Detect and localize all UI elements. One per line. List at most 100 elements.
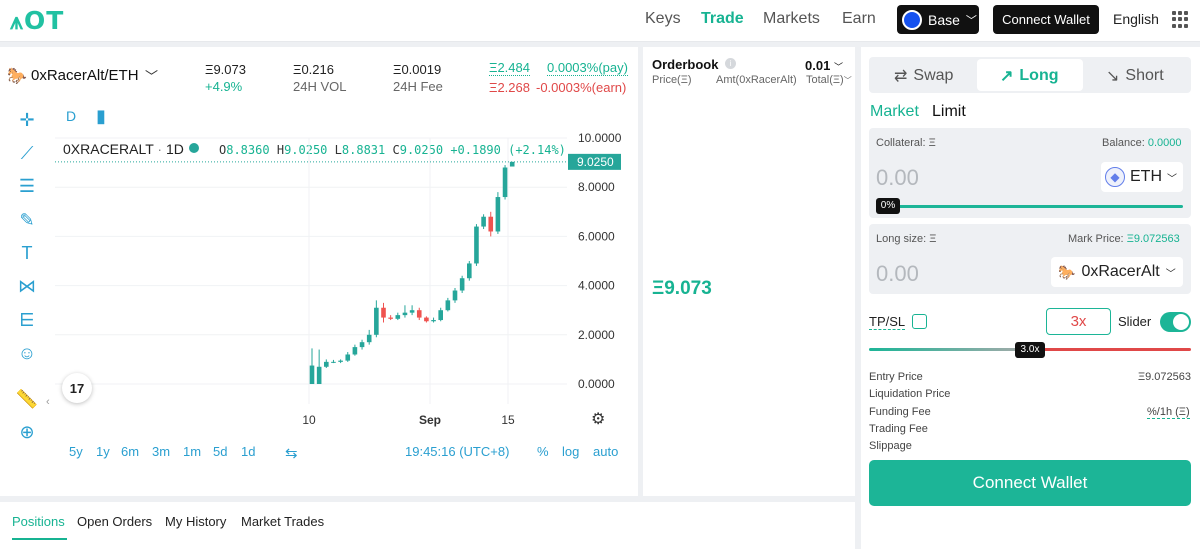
tab-my-history[interactable]: My History	[165, 514, 227, 529]
gear-icon[interactable]: ⚙	[591, 411, 605, 428]
brush-icon[interactable]: ✎	[19, 210, 35, 230]
collapse-arrow-icon[interactable]: ‹	[46, 396, 50, 408]
interval-button[interactable]: D	[66, 108, 77, 124]
tpsl-checkbox[interactable]	[912, 314, 927, 329]
toggle-knob	[1173, 314, 1189, 330]
tab-open-orders[interactable]: Open Orders	[77, 514, 153, 529]
fib-lines-icon[interactable]: ☰	[18, 176, 36, 196]
apps-grid-icon[interactable]	[1172, 11, 1189, 28]
range-1y[interactable]: 1y	[96, 444, 110, 459]
range-6m[interactable]: 6m	[121, 444, 140, 459]
ruler-icon[interactable]: 📏	[15, 389, 39, 409]
connect-wallet-main-button[interactable]: Connect Wallet	[869, 460, 1191, 506]
date-range-icon[interactable]: ⇆	[285, 445, 298, 462]
pair-selector[interactable]: 0xRacerAlt/ETH	[31, 67, 139, 84]
collateral-token-select[interactable]: ◆ ETH ﹀	[1101, 162, 1183, 192]
base-network-icon	[902, 9, 922, 30]
candle-body	[467, 263, 472, 279]
slider-toggle[interactable]	[1160, 312, 1191, 332]
range-1m[interactable]: 1m	[183, 444, 202, 459]
text-tool-icon[interactable]: T	[21, 243, 33, 263]
last-price-tag-bg	[568, 153, 621, 170]
tick-size-select[interactable]: 0.01 ﹀	[805, 58, 843, 73]
y-tick-label: 0.0000	[578, 377, 615, 391]
chevron-down-icon: ﹀	[965, 14, 977, 27]
collateral-pct-badge[interactable]: 0%	[876, 198, 900, 214]
language-select[interactable]: English	[1113, 11, 1159, 27]
long-size-input[interactable]: 0.00	[876, 261, 919, 286]
eth-icon: ◆	[1105, 167, 1125, 187]
leverage-input[interactable]: 3x	[1046, 308, 1111, 335]
nav-markets[interactable]: Markets	[763, 10, 820, 27]
swap-icon: ⇄	[894, 68, 908, 85]
tab-swap[interactable]: ⇄ Swap	[894, 67, 954, 85]
range-3m[interactable]: 3m	[152, 444, 171, 459]
y-tick-label: 2.0000	[578, 328, 615, 342]
candle-body	[388, 317, 393, 319]
col-price: Price(Ξ)	[652, 74, 692, 86]
candle-body	[452, 290, 458, 301]
candle-body	[338, 360, 343, 362]
order-type-market[interactable]: Market	[870, 103, 919, 120]
volume-label: 24H VOL	[293, 79, 347, 94]
candle-body	[509, 161, 515, 167]
short-oi-value: Ξ2.268	[489, 80, 530, 95]
long-token-select[interactable]: 🐎 0xRacerAlt ﹀	[1051, 257, 1183, 287]
tab-long[interactable]: ↗ Long	[1000, 67, 1059, 85]
tab-short[interactable]: ↘ Short	[1106, 67, 1164, 85]
funding-fee-label: Funding Fee	[869, 406, 931, 418]
chart-legend: 0XRACERALT · 1D	[63, 141, 184, 157]
last-price-tag: 9.0250	[577, 155, 614, 169]
range-1d[interactable]: 1d	[241, 444, 256, 459]
candle-body	[438, 310, 443, 321]
info-icon[interactable]: i	[725, 58, 736, 69]
nav-keys[interactable]: Keys	[645, 10, 681, 27]
candle-body	[324, 361, 329, 367]
pattern-icon[interactable]: ⋈	[18, 276, 36, 296]
zoom-in-icon[interactable]: ⊕	[19, 422, 35, 442]
scale-percent[interactable]: %	[537, 444, 549, 459]
tab-positions[interactable]: Positions	[12, 514, 65, 529]
chart-symbol: 0XRACERALT	[63, 141, 154, 157]
tpsl-label: TP/SL	[869, 314, 906, 330]
measure-lines-icon[interactable]: ⋿	[19, 310, 35, 330]
slippage-label: Slippage	[869, 440, 912, 452]
network-label: Base	[928, 11, 960, 28]
nav-trade[interactable]: Trade	[701, 10, 744, 27]
candle-body	[316, 366, 322, 384]
volume-value: Ξ0.216	[293, 62, 334, 77]
collateral-input[interactable]: 0.00	[876, 165, 919, 190]
range-5d[interactable]: 5d	[213, 444, 228, 459]
crosshair-icon[interactable]: ✛	[19, 110, 35, 130]
col-amount: Amt(0xRacerAlt)	[716, 74, 797, 86]
candle-body	[424, 317, 429, 322]
leverage-badge[interactable]: 3.0x	[1015, 342, 1045, 358]
candle-body	[416, 310, 422, 318]
connect-wallet-button[interactable]: Connect Wallet	[993, 5, 1099, 34]
tab-market-trades[interactable]: Market Trades	[241, 514, 325, 529]
funding-earn: -0.0003%(earn)	[536, 80, 627, 95]
scale-auto[interactable]: auto	[593, 444, 619, 459]
y-tick-label: 6.0000	[578, 229, 615, 243]
trend-up-icon: ↗	[1000, 68, 1014, 85]
positions-panel	[0, 502, 855, 549]
network-select-button[interactable]: Base ﹀	[897, 5, 979, 34]
liq-price-label: Liquidation Price	[869, 388, 951, 400]
tradingview-logo[interactable]: 17	[62, 373, 92, 403]
long-oi-value: Ξ2.484	[489, 60, 530, 76]
nav-earn[interactable]: Earn	[842, 10, 876, 27]
logo[interactable]: ⩚OT	[10, 6, 64, 35]
collateral-slider[interactable]	[876, 205, 1183, 208]
mark-price: Mark Price: Ξ9.072563	[1068, 233, 1180, 245]
order-type-limit[interactable]: Limit	[932, 103, 966, 120]
candles-icon[interactable]: ▮	[96, 106, 106, 126]
range-5y[interactable]: 5y	[69, 444, 83, 459]
x-tick-label: 15	[501, 413, 515, 427]
chevron-down-icon[interactable]: ﹀	[145, 69, 159, 84]
scale-log[interactable]: log	[562, 444, 580, 459]
price-chart[interactable]: 10.0000 8.0000 6.0000 4.0000 2.0000 0.0000 10 S…	[55, 125, 625, 430]
emoji-icon[interactable]: ☺	[17, 343, 37, 363]
trend-line-icon[interactable]: ⟋	[20, 143, 34, 163]
chart-time[interactable]: 19:45:16 (UTC+8)	[405, 444, 510, 459]
x-tick-label: Sep	[419, 413, 441, 427]
